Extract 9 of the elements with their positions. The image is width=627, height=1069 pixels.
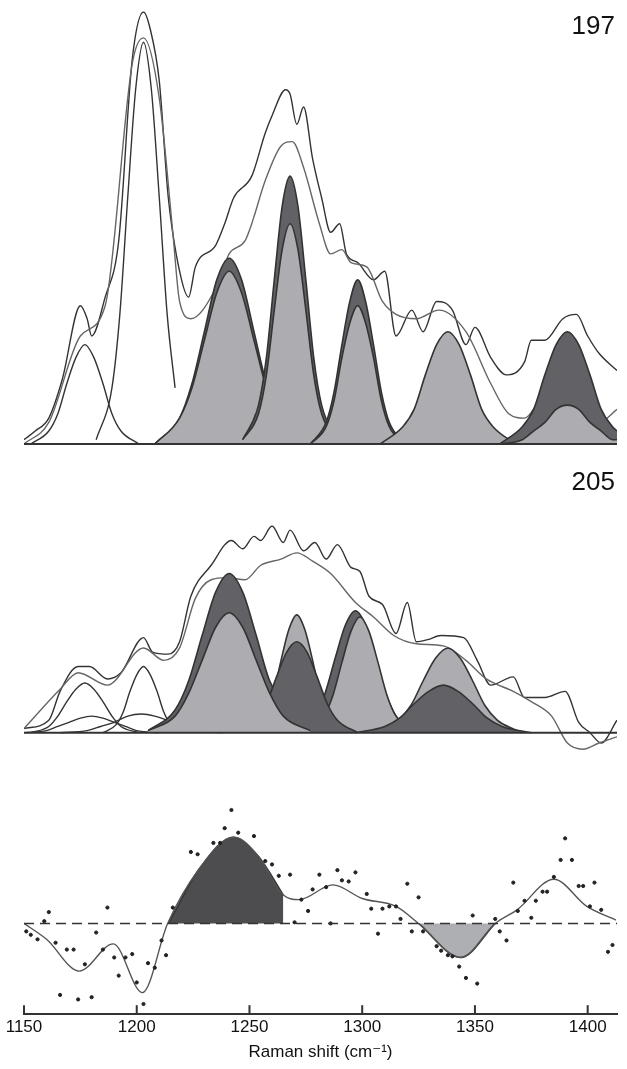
chart-title: 205 (571, 466, 615, 497)
x-tick-label: 1400 (568, 1017, 607, 1037)
x-tick-label: 1200 (117, 1017, 156, 1037)
chart-title: 197 (571, 10, 615, 41)
x-tick-label: 1250 (230, 1017, 269, 1037)
x-axis-title: Raman shift (cm⁻¹) (248, 1042, 393, 1062)
x-tick-label: 1350 (456, 1017, 494, 1037)
x-tick-label: 1300 (343, 1017, 382, 1037)
x-tick-label: 1150 (5, 1017, 43, 1037)
